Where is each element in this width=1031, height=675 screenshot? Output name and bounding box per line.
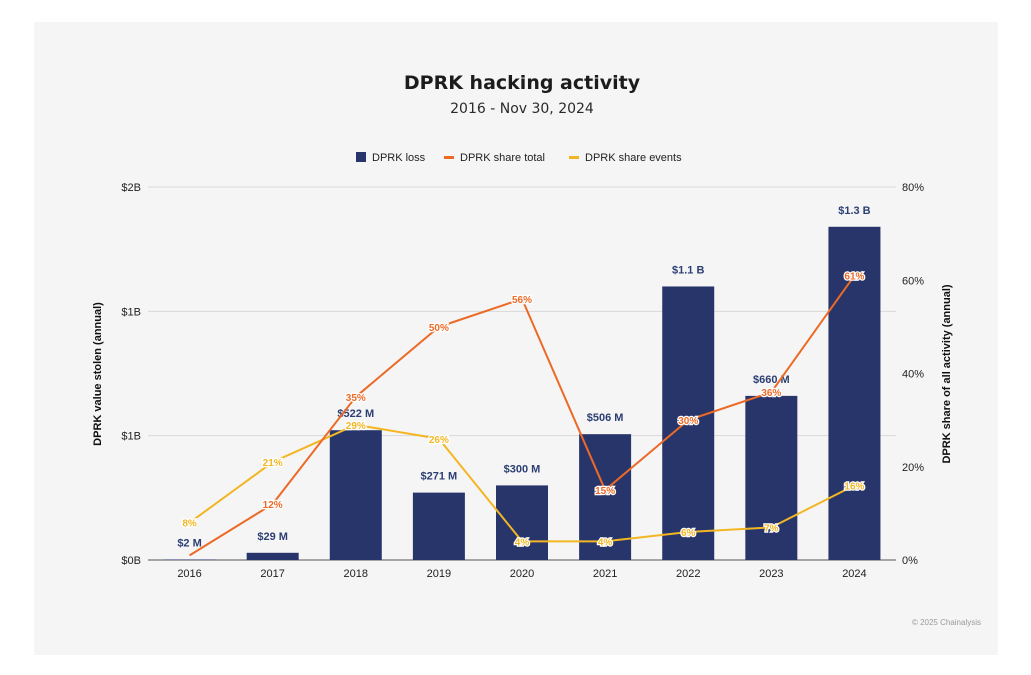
legend-swatch-share-events <box>569 156 579 159</box>
right-tick-label: 60% <box>902 275 924 287</box>
x-tick-label: 2016 <box>177 568 201 580</box>
point-labels: 8% 21% 29% 26% 4% 4% 6% 7% 16% 12% 35% 50% 56% 15% 30%… <box>181 270 866 549</box>
bar-value-label: $2 M <box>177 538 201 550</box>
legend-label-share-events: DPRK share events <box>585 152 682 164</box>
x-tick-label: 2022 <box>676 568 700 580</box>
left-axis-ticks: $0B $1B $1B $2B <box>121 182 141 567</box>
right-tick-label: 40% <box>902 369 924 381</box>
line-share-events <box>188 423 855 543</box>
point-label-share-events: 7% <box>764 523 779 534</box>
bar-value-label: $1.1 B <box>672 264 704 276</box>
bar-2020 <box>496 485 548 560</box>
x-tick-label: 2017 <box>260 568 284 580</box>
bar-value-label: $660 M <box>753 374 790 386</box>
chart-subtitle: 2016 - Nov 30, 2024 <box>450 101 594 117</box>
line-share-total <box>189 275 856 557</box>
point-label-share-events: 4% <box>515 537 530 548</box>
bar-2023 <box>745 395 798 560</box>
left-tick-label: $1B <box>121 306 141 318</box>
point-label-share-total: 61% <box>844 272 864 283</box>
chart-title: DPRK hacking activity <box>404 72 641 94</box>
x-tick-label: 2024 <box>842 568 866 580</box>
legend-label-dprk-loss: DPRK loss <box>372 152 426 164</box>
bar-2018 <box>329 430 382 560</box>
left-tick-label: $2B <box>121 182 141 194</box>
point-label-share-events: 16% <box>844 481 864 492</box>
right-axis-title: DPRK share of all activity (annual) <box>941 284 953 463</box>
bar-value-label: $29 M <box>257 531 288 543</box>
left-tick-label: $0B <box>121 555 141 567</box>
copyright-note: © 2025 Chainalysis <box>912 618 981 627</box>
point-label-share-total: 36% <box>761 388 781 399</box>
x-tick-label: 2023 <box>759 568 783 580</box>
bar-2017 <box>246 552 299 560</box>
right-axis-ticks: 0% 20% 40% 60% 80% <box>902 182 924 567</box>
bar-value-label: $300 M <box>504 463 541 475</box>
bar-2024 <box>828 226 881 560</box>
point-label-share-events: 29% <box>346 421 366 432</box>
point-label-share-events: 8% <box>182 519 197 530</box>
legend-label-share-total: DPRK share total <box>460 152 545 164</box>
point-label-share-events: 4% <box>598 537 613 548</box>
x-tick-label: 2018 <box>344 568 368 580</box>
bar-value-label: $271 M <box>421 471 458 483</box>
point-label-share-events: 26% <box>429 435 449 446</box>
point-label-share-events: 21% <box>263 458 283 469</box>
bar-value-label: $506 M <box>587 412 624 424</box>
point-label-share-events: 6% <box>681 528 696 539</box>
right-tick-label: 20% <box>902 462 924 474</box>
legend-swatch-share-total <box>444 156 454 159</box>
x-tick-label: 2020 <box>510 568 534 580</box>
point-label-share-total: 56% <box>512 295 532 306</box>
x-tick-label: 2019 <box>427 568 451 580</box>
point-label-share-total: 30% <box>678 416 698 427</box>
bar-value-label: $522 M <box>337 408 374 420</box>
point-label-share-total: 15% <box>595 486 615 497</box>
lines <box>188 275 856 557</box>
bars <box>163 226 881 560</box>
x-axis-ticks: 2016 2017 2018 2019 2020 2021 2022 2023 2024 <box>177 568 866 580</box>
bar-value-label: $1.3 B <box>838 205 870 217</box>
left-axis-title: DPRK value stolen (annual) <box>92 302 104 446</box>
legend: DPRK loss DPRK share total DPRK share ev… <box>356 152 682 164</box>
point-label-share-total: 50% <box>429 323 449 334</box>
bar-2022 <box>662 286 715 560</box>
bar-labels: $2 M $29 M $522 M $271 M $300 M $506 M $1.1 B $… <box>177 205 870 550</box>
right-tick-label: 80% <box>902 182 924 194</box>
point-label-share-total: 12% <box>263 500 283 511</box>
legend-swatch-dprk-loss <box>356 152 366 162</box>
x-tick-label: 2021 <box>593 568 617 580</box>
left-tick-label: $1B <box>121 431 141 443</box>
point-label-share-total: 35% <box>346 393 366 404</box>
bar-2019 <box>412 492 465 560</box>
right-tick-label: 0% <box>902 555 918 567</box>
